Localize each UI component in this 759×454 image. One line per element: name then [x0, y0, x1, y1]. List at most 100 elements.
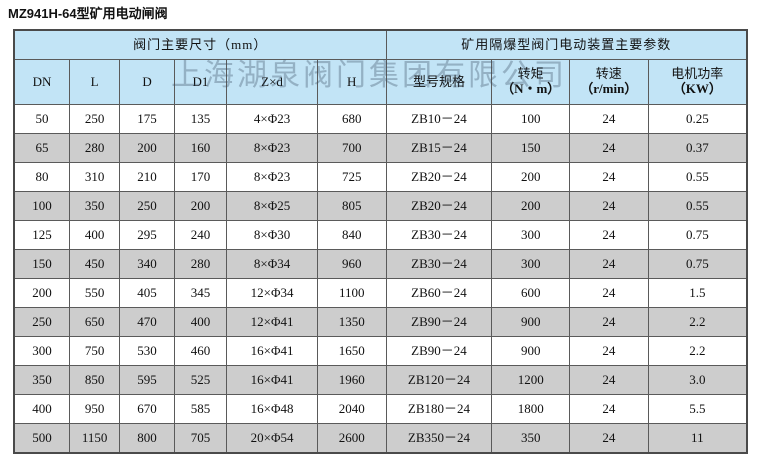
table-cell-6-3: 345 [173, 278, 228, 308]
table-cell-0-3: 135 [173, 104, 228, 134]
column-header-5: H [316, 59, 387, 105]
column-header-label-0: DN [32, 73, 52, 89]
group-header-0: 阀门主要尺寸（mm） [13, 29, 387, 60]
table-cell-7-2: 470 [119, 307, 175, 337]
table-cell-3-6: ZB20－24 [385, 191, 493, 221]
table-cell-5-7: 300 [491, 249, 570, 279]
table-row: 65 280 200 160 8×Φ23 700 ZB15－24 150 24 0.37 [13, 133, 748, 163]
table-cell-4-5: 840 [316, 220, 387, 250]
column-header-2: D [119, 59, 175, 105]
table-cell-4-4: 8×Φ30 [226, 220, 318, 250]
group-header-1: 矿用隔爆型阀门电动装置主要参数 [385, 29, 748, 60]
table-cell-5-1: 450 [68, 249, 121, 279]
table-cell-1-9: 0.37 [647, 133, 748, 163]
table-cell-8-1: 750 [68, 336, 121, 366]
table-cell-0-5: 680 [316, 104, 387, 134]
table-cell-5-0: 150 [13, 249, 70, 279]
table-row: 150 450 340 280 8×Φ34 960 ZB30－24 300 24 0.75 [13, 249, 748, 279]
column-header-unit-7: （N・m） [501, 81, 561, 96]
table-cell-2-5: 725 [316, 162, 387, 192]
table-cell-2-0: 80 [13, 162, 70, 192]
column-header-label-7: 转矩 [517, 66, 544, 82]
table-cell-8-4: 16×Φ41 [226, 336, 318, 366]
table-cell-10-9: 5.5 [647, 394, 748, 424]
table-row: 50 250 175 135 4×Φ23 680 ZB10－24 100 24 0.25 [13, 104, 748, 134]
table-cell-11-5: 2600 [316, 423, 387, 454]
table-cell-6-1: 550 [68, 278, 121, 308]
group-header-row: 阀门主要尺寸（mm） 矿用隔爆型阀门电动装置主要参数 [13, 29, 748, 60]
table-cell-10-4: 16×Φ48 [226, 394, 318, 424]
table-cell-2-9: 0.55 [647, 162, 748, 192]
table-cell-6-6: ZB60－24 [385, 278, 493, 308]
table-row: 250 650 470 400 12×Φ41 1350 ZB90－24 900 24 2.2 [13, 307, 748, 337]
table-cell-10-2: 670 [119, 394, 175, 424]
table-cell-5-3: 280 [173, 249, 228, 279]
table-cell-11-1: 1150 [68, 423, 121, 454]
table-row: 500 1150 800 705 20×Φ54 2600 ZB350－24 350 24 11 [13, 423, 748, 454]
column-header-unit-9: （KW） [672, 81, 722, 96]
table-cell-11-4: 20×Φ54 [226, 423, 318, 454]
column-header-label-3: D1 [192, 73, 209, 89]
table-cell-6-2: 405 [119, 278, 175, 308]
table-cell-8-5: 1650 [316, 336, 387, 366]
table-cell-2-3: 170 [173, 162, 228, 192]
table-cell-9-7: 1200 [491, 365, 570, 395]
table-cell-1-5: 700 [316, 133, 387, 163]
table-cell-11-9: 11 [647, 423, 748, 454]
table-cell-7-8: 24 [569, 307, 649, 337]
table-cell-3-2: 250 [119, 191, 175, 221]
table-cell-0-4: 4×Φ23 [226, 104, 318, 134]
table-cell-7-4: 12×Φ41 [226, 307, 318, 337]
table-cell-7-6: ZB90－24 [385, 307, 493, 337]
table-cell-11-0: 500 [13, 423, 70, 454]
table-cell-4-2: 295 [119, 220, 175, 250]
column-header-label-2: D [142, 73, 152, 89]
table-cell-4-1: 400 [68, 220, 121, 250]
table-cell-0-7: 100 [491, 104, 570, 134]
table-cell-6-7: 600 [491, 278, 570, 308]
table-cell-6-5: 1100 [316, 278, 387, 308]
table-cell-2-7: 200 [491, 162, 570, 192]
table-row: 100 350 250 200 8×Φ25 805 ZB20－24 200 24 0.55 [13, 191, 748, 221]
table-cell-9-6: ZB120－24 [385, 365, 493, 395]
column-header-0: DN [13, 59, 70, 105]
table-cell-0-9: 0.25 [647, 104, 748, 134]
table-cell-2-2: 210 [119, 162, 175, 192]
table-cell-3-3: 200 [173, 191, 228, 221]
table-cell-10-1: 950 [68, 394, 121, 424]
table-cell-4-3: 240 [173, 220, 228, 250]
table-cell-1-1: 280 [68, 133, 121, 163]
table-cell-10-8: 24 [569, 394, 649, 424]
table-head: 阀门主要尺寸（mm） 矿用隔爆型阀门电动装置主要参数 DN L D D1 Z×d H 型号规格… [13, 29, 748, 105]
table-cell-8-0: 300 [13, 336, 70, 366]
table-cell-7-7: 900 [491, 307, 570, 337]
table-cell-9-4: 16×Φ41 [226, 365, 318, 395]
table-cell-9-9: 3.0 [647, 365, 748, 395]
table-row: 300 750 530 460 16×Φ41 1650 ZB90－24 900 24 2.2 [13, 336, 748, 366]
column-header-1: L [68, 59, 121, 105]
table-cell-7-0: 250 [13, 307, 70, 337]
table-cell-0-0: 50 [13, 104, 70, 134]
table-cell-3-1: 350 [68, 191, 121, 221]
table-cell-10-6: ZB180－24 [385, 394, 493, 424]
column-header-label-5: H [347, 73, 357, 89]
table-row: 400 950 670 585 16×Φ48 2040 ZB180－24 1800 24 5.5 [13, 394, 748, 424]
table-cell-3-8: 24 [569, 191, 649, 221]
table-cell-9-5: 1960 [316, 365, 387, 395]
table-row: 200 550 405 345 12×Φ34 1100 ZB60－24 600 24 1.5 [13, 278, 748, 308]
table-row: 80 310 210 170 8×Φ23 725 ZB20－24 200 24 0.55 [13, 162, 748, 192]
spec-table-container: 阀门主要尺寸（mm） 矿用隔爆型阀门电动装置主要参数 DN L D D1 Z×d H 型号规格… [13, 29, 748, 454]
table-cell-7-5: 1350 [316, 307, 387, 337]
table-cell-11-6: ZB350－24 [385, 423, 493, 454]
column-header-4: Z×d [226, 59, 318, 105]
table-cell-1-2: 200 [119, 133, 175, 163]
table-cell-0-6: ZB10－24 [385, 104, 493, 134]
table-cell-5-9: 0.75 [647, 249, 748, 279]
table-cell-0-1: 250 [68, 104, 121, 134]
table-cell-4-0: 125 [13, 220, 70, 250]
column-header-label-1: L [90, 73, 99, 89]
table-body: 50 250 175 135 4×Φ23 680 ZB10－24 100 24 0.25 65 280… [13, 104, 748, 454]
table-row: 350 850 595 525 16×Φ41 1960 ZB120－24 1200 24 3.0 [13, 365, 748, 395]
table-cell-2-4: 8×Φ23 [226, 162, 318, 192]
table-cell-1-7: 150 [491, 133, 570, 163]
